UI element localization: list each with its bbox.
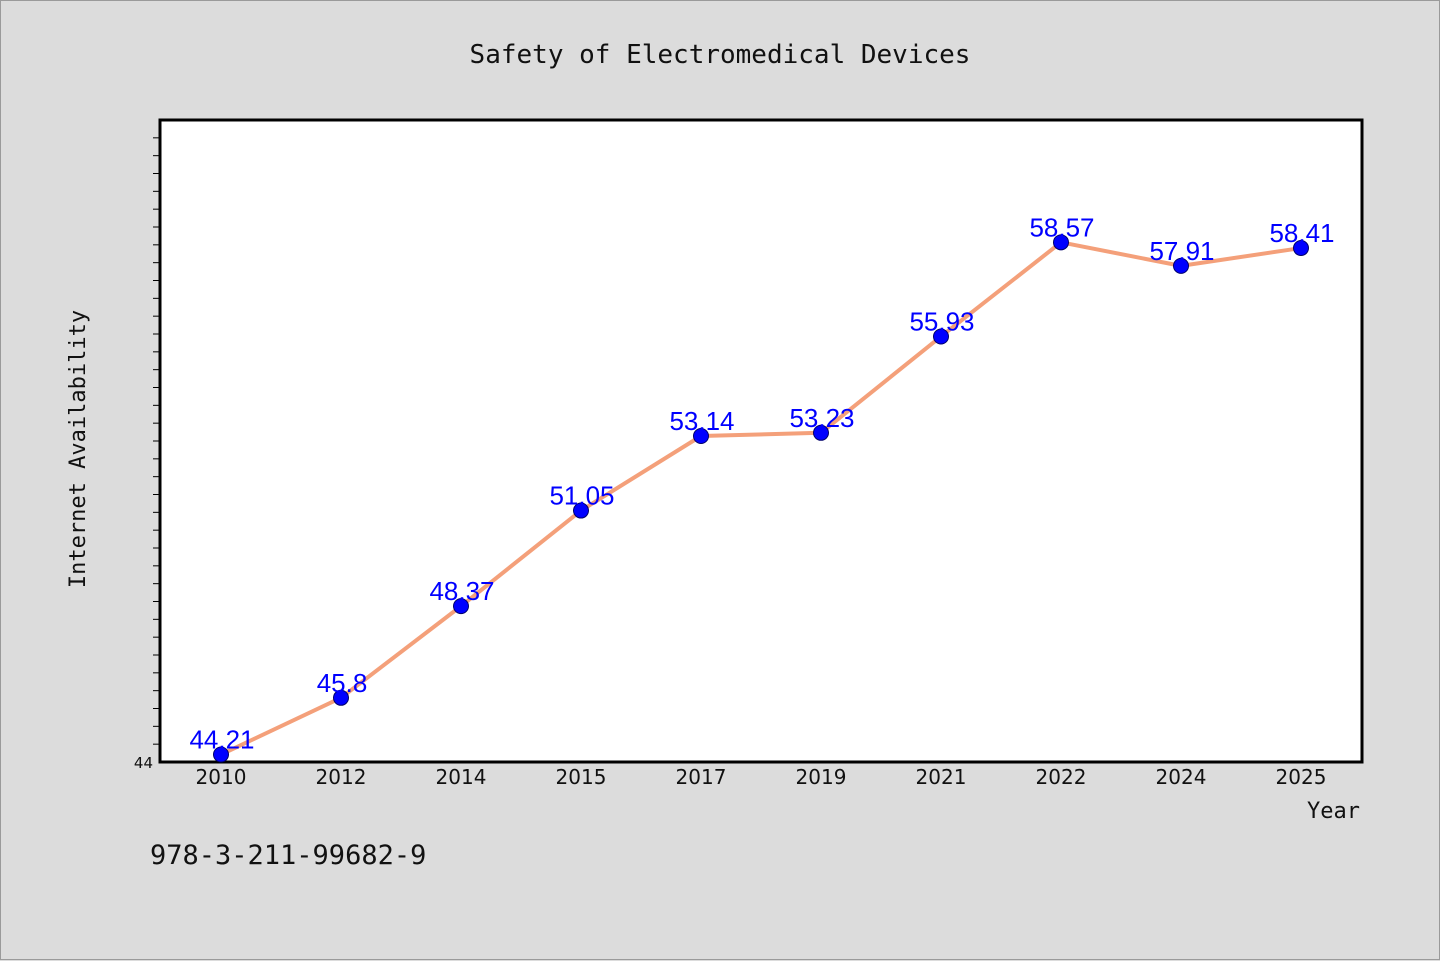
data-label: 44.21 xyxy=(189,725,254,755)
x-tick-label: 2014 xyxy=(436,765,487,789)
data-label: 51.05 xyxy=(549,481,614,511)
y-axis-label: Internet Availability xyxy=(66,310,91,588)
y-axis-ticks xyxy=(153,137,160,745)
data-point xyxy=(813,424,829,441)
x-axis-tick-labels: 2010 2012 2014 2015 2017 2019 2021 2022 2024 2025 xyxy=(196,765,1327,789)
data-label: 53.23 xyxy=(789,403,854,433)
data-label: 58.41 xyxy=(1269,218,1334,248)
data-point xyxy=(1053,234,1069,251)
data-point xyxy=(1293,240,1309,257)
plot-area xyxy=(158,118,1364,764)
data-point xyxy=(1173,257,1189,274)
x-tick-label: 2012 xyxy=(316,765,367,789)
data-point xyxy=(573,502,589,519)
x-tick-label: 2010 xyxy=(196,765,247,789)
x-tick-label: 2017 xyxy=(676,765,727,789)
isbn-text: 978-3-211-99682-9 xyxy=(150,840,426,871)
data-point xyxy=(213,746,229,763)
series-line xyxy=(219,240,1303,757)
data-point xyxy=(693,428,709,445)
x-tick-label: 2021 xyxy=(916,765,967,789)
data-label: 55.93 xyxy=(909,306,974,336)
x-tick-label: 2024 xyxy=(1156,765,1207,789)
data-point xyxy=(333,689,349,706)
chart-title: Safety of Electromedical Devices xyxy=(470,40,971,70)
x-tick-label: 2015 xyxy=(556,765,607,789)
data-label: 57.91 xyxy=(1149,236,1214,266)
data-label: 48.37 xyxy=(429,576,494,606)
data-point xyxy=(453,598,469,615)
data-label: 45.8 xyxy=(317,668,368,698)
y-tick-label-min: 44 xyxy=(134,754,153,772)
data-label: 53.14 xyxy=(669,406,734,436)
x-tick-label: 2022 xyxy=(1036,765,1087,789)
x-tick-label: 2019 xyxy=(796,765,847,789)
data-point xyxy=(933,328,949,345)
series-group: 44.21 45.8 48.37 51.05 53.14 53.23 55.93 58.57 5… xyxy=(189,212,1335,763)
x-tick-label: 2025 xyxy=(1276,765,1327,789)
x-axis-label: Year xyxy=(1307,799,1360,824)
data-label: 58.57 xyxy=(1029,212,1094,242)
